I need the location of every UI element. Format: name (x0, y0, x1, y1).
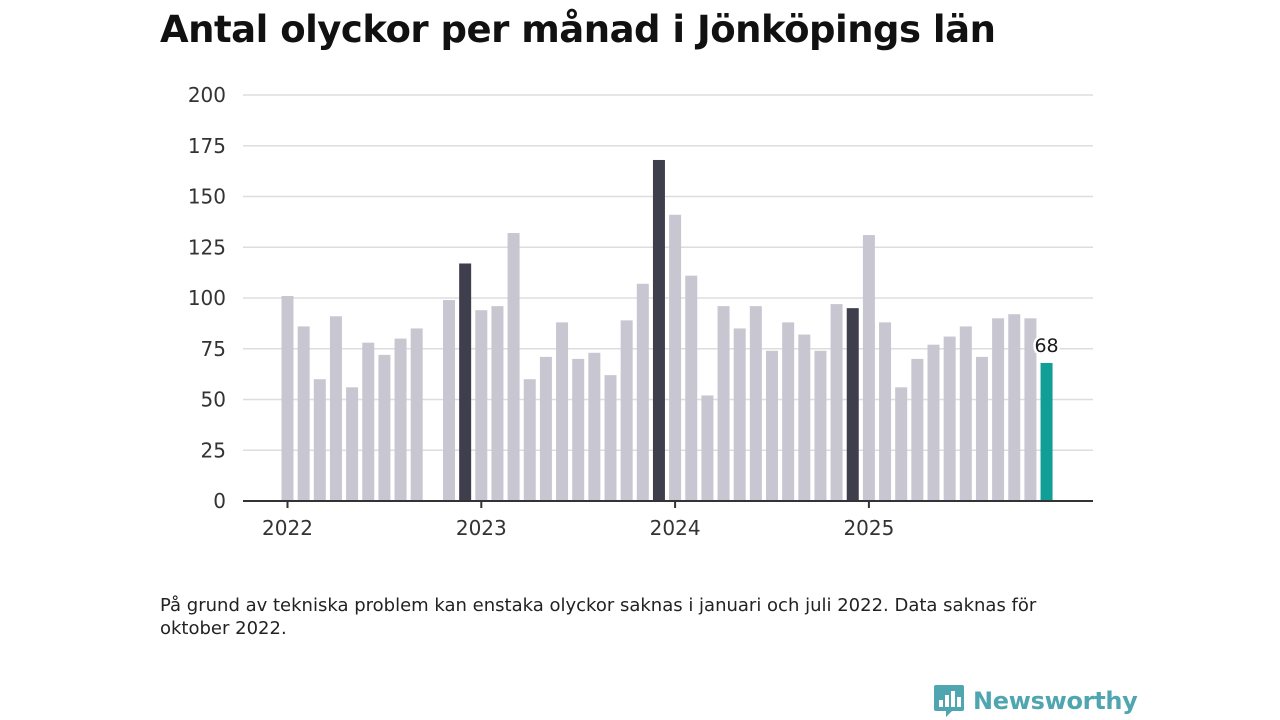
bar-2023-09[interactable] (604, 375, 617, 501)
bar-2025-11[interactable] (1024, 318, 1037, 501)
bar-2022-02[interactable] (297, 326, 310, 501)
bars: 68 (281, 159, 1061, 502)
bar-2024-05[interactable] (733, 328, 746, 501)
bar-2025-03[interactable] (895, 387, 908, 501)
y-tick-label: 100 (188, 286, 226, 310)
y-tick-label: 175 (188, 134, 226, 158)
footnote: På grund av tekniska problem kan enstaka… (160, 595, 1037, 639)
bar-2025-10[interactable] (1008, 314, 1021, 501)
bar-2022-04[interactable] (329, 316, 342, 501)
bar-2025-12[interactable] (1040, 362, 1053, 501)
y-tick-label: 0 (213, 489, 226, 513)
y-tick-label: 200 (188, 83, 226, 107)
bar-2023-10[interactable] (620, 320, 633, 501)
x-axis: 2022 2023 2024 2025 (243, 500, 1093, 540)
bar-2023-12[interactable] (652, 159, 665, 501)
bar-2025-07[interactable] (959, 326, 972, 501)
x-tick-label-2022: 2022 (262, 516, 313, 540)
bar-2022-06[interactable] (362, 342, 375, 501)
latest-value-label: 68 (1034, 335, 1058, 357)
newsworthy-logo-icon (934, 685, 964, 717)
chart-title: Antal olyckor per månad i Jönköpings län (160, 8, 996, 51)
y-tick-label: 75 (201, 337, 226, 361)
y-tick-label: 125 (188, 235, 226, 259)
bar-2022-03[interactable] (313, 379, 326, 501)
bar-2023-02[interactable] (491, 306, 504, 501)
y-tick-label: 25 (201, 438, 226, 462)
bar-2022-09[interactable] (410, 328, 423, 501)
bar-2024-06[interactable] (749, 306, 762, 501)
bar-2025-01[interactable] (862, 235, 875, 501)
x-tick-label-2025: 2025 (843, 516, 894, 540)
bar-2024-10[interactable] (814, 350, 827, 501)
bar-2022-08[interactable] (394, 338, 407, 501)
bar-2025-09[interactable] (992, 318, 1005, 501)
bar-2024-07[interactable] (766, 350, 778, 501)
bar-2024-11[interactable] (830, 304, 843, 501)
bar-2024-08[interactable] (782, 322, 795, 501)
y-axis-ticks: 0 25 50 75 100 125 150 175 200 (188, 83, 226, 513)
x-tick-label-2023: 2023 (456, 516, 507, 540)
x-tick-label-2024: 2024 (650, 516, 701, 540)
bar-2023-03[interactable] (507, 233, 520, 502)
bar-2022-11[interactable] (443, 300, 455, 501)
bar-2024-04[interactable] (717, 306, 730, 501)
bar-2025-06[interactable] (943, 336, 956, 501)
bar-2025-05[interactable] (927, 344, 940, 501)
bar-2025-04[interactable] (911, 358, 924, 501)
y-tick-label: 50 (201, 388, 226, 412)
bar-2023-06[interactable] (556, 322, 569, 501)
bar-2024-01[interactable] (669, 214, 682, 501)
bar-2023-05[interactable] (539, 356, 552, 501)
bar-2023-07[interactable] (572, 358, 585, 501)
bar-2023-04[interactable] (523, 379, 536, 501)
bar-2023-08[interactable] (588, 352, 601, 501)
bar-2023-01[interactable] (475, 310, 488, 501)
bar-2024-02[interactable] (685, 275, 698, 501)
y-tick-label: 150 (188, 185, 226, 209)
bar-2024-03[interactable] (701, 395, 714, 501)
brand-name: Newsworthy (973, 687, 1138, 715)
bar-2022-07[interactable] (378, 354, 391, 501)
bar-2024-09[interactable] (798, 334, 811, 501)
bar-2022-05[interactable] (346, 387, 359, 501)
bar-2025-02[interactable] (879, 322, 892, 501)
bar-2024-12[interactable] (846, 308, 859, 501)
bar-2022-12[interactable] (459, 263, 472, 501)
brand-logo[interactable]: Newsworthy (933, 683, 1138, 719)
bar-2022-01[interactable] (281, 295, 294, 501)
bar-2023-11[interactable] (636, 283, 649, 501)
bar-2025-08[interactable] (975, 356, 988, 501)
